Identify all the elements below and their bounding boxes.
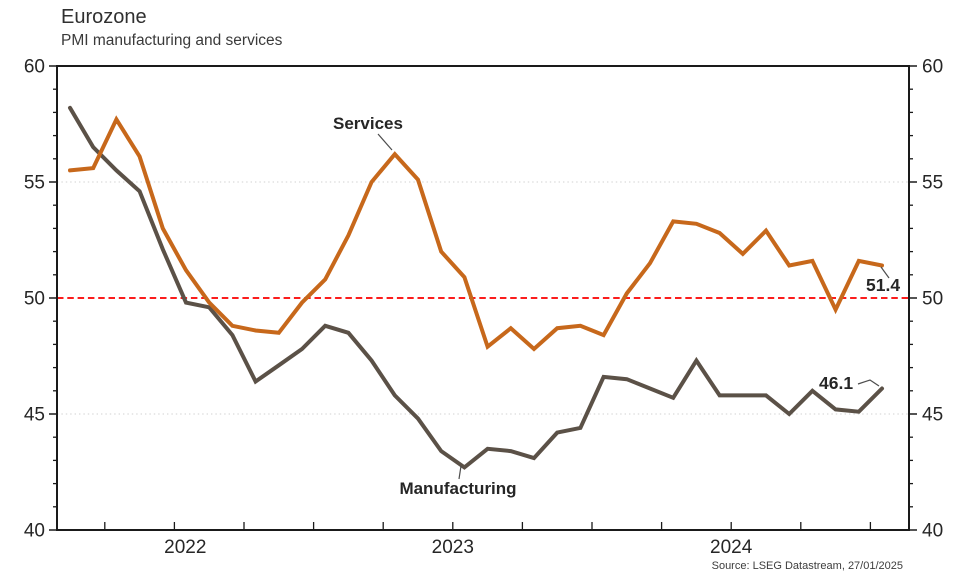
y-axis-label-right-60: 60 (922, 57, 943, 78)
series-line-services (68, 115, 884, 352)
services-end-connector (880, 266, 890, 279)
chart-title: Eurozone (61, 6, 147, 28)
chart-subtitle: PMI manufacturing and services (61, 32, 283, 49)
y-axis-label-right-55: 55 (922, 173, 943, 194)
source-note: Source: LSEG Datastream, 27/01/2025 (711, 560, 903, 572)
manufacturing-end-connector (857, 379, 880, 387)
services-label-connector (377, 133, 393, 151)
y-axis-label-left-40: 40 (24, 521, 45, 542)
y-axis-label-left-50: 50 (24, 289, 45, 310)
manufacturing-label-connector (458, 465, 462, 480)
plot-border (56, 65, 910, 531)
x-year-label-2022: 2022 (164, 537, 206, 558)
x-year-label-2024: 2024 (710, 537, 753, 558)
series-line-manufacturing (68, 105, 884, 470)
services-series-label: Services (333, 114, 403, 133)
y-axis-label-left-45: 45 (24, 405, 45, 426)
y-axis-label-right-50: 50 (922, 289, 943, 310)
y-axis-label-left-60: 60 (24, 57, 45, 78)
y-axis-label-left-55: 55 (24, 173, 45, 194)
services-last-value-label: 51.4 (866, 275, 900, 295)
manufacturing-last-value-label: 46.1 (819, 373, 853, 393)
manufacturing-series-label: Manufacturing (399, 479, 516, 498)
y-axis-label-right-45: 45 (922, 405, 943, 426)
y-axis-label-right-40: 40 (922, 521, 943, 542)
x-year-label-2023: 2023 (432, 537, 474, 558)
